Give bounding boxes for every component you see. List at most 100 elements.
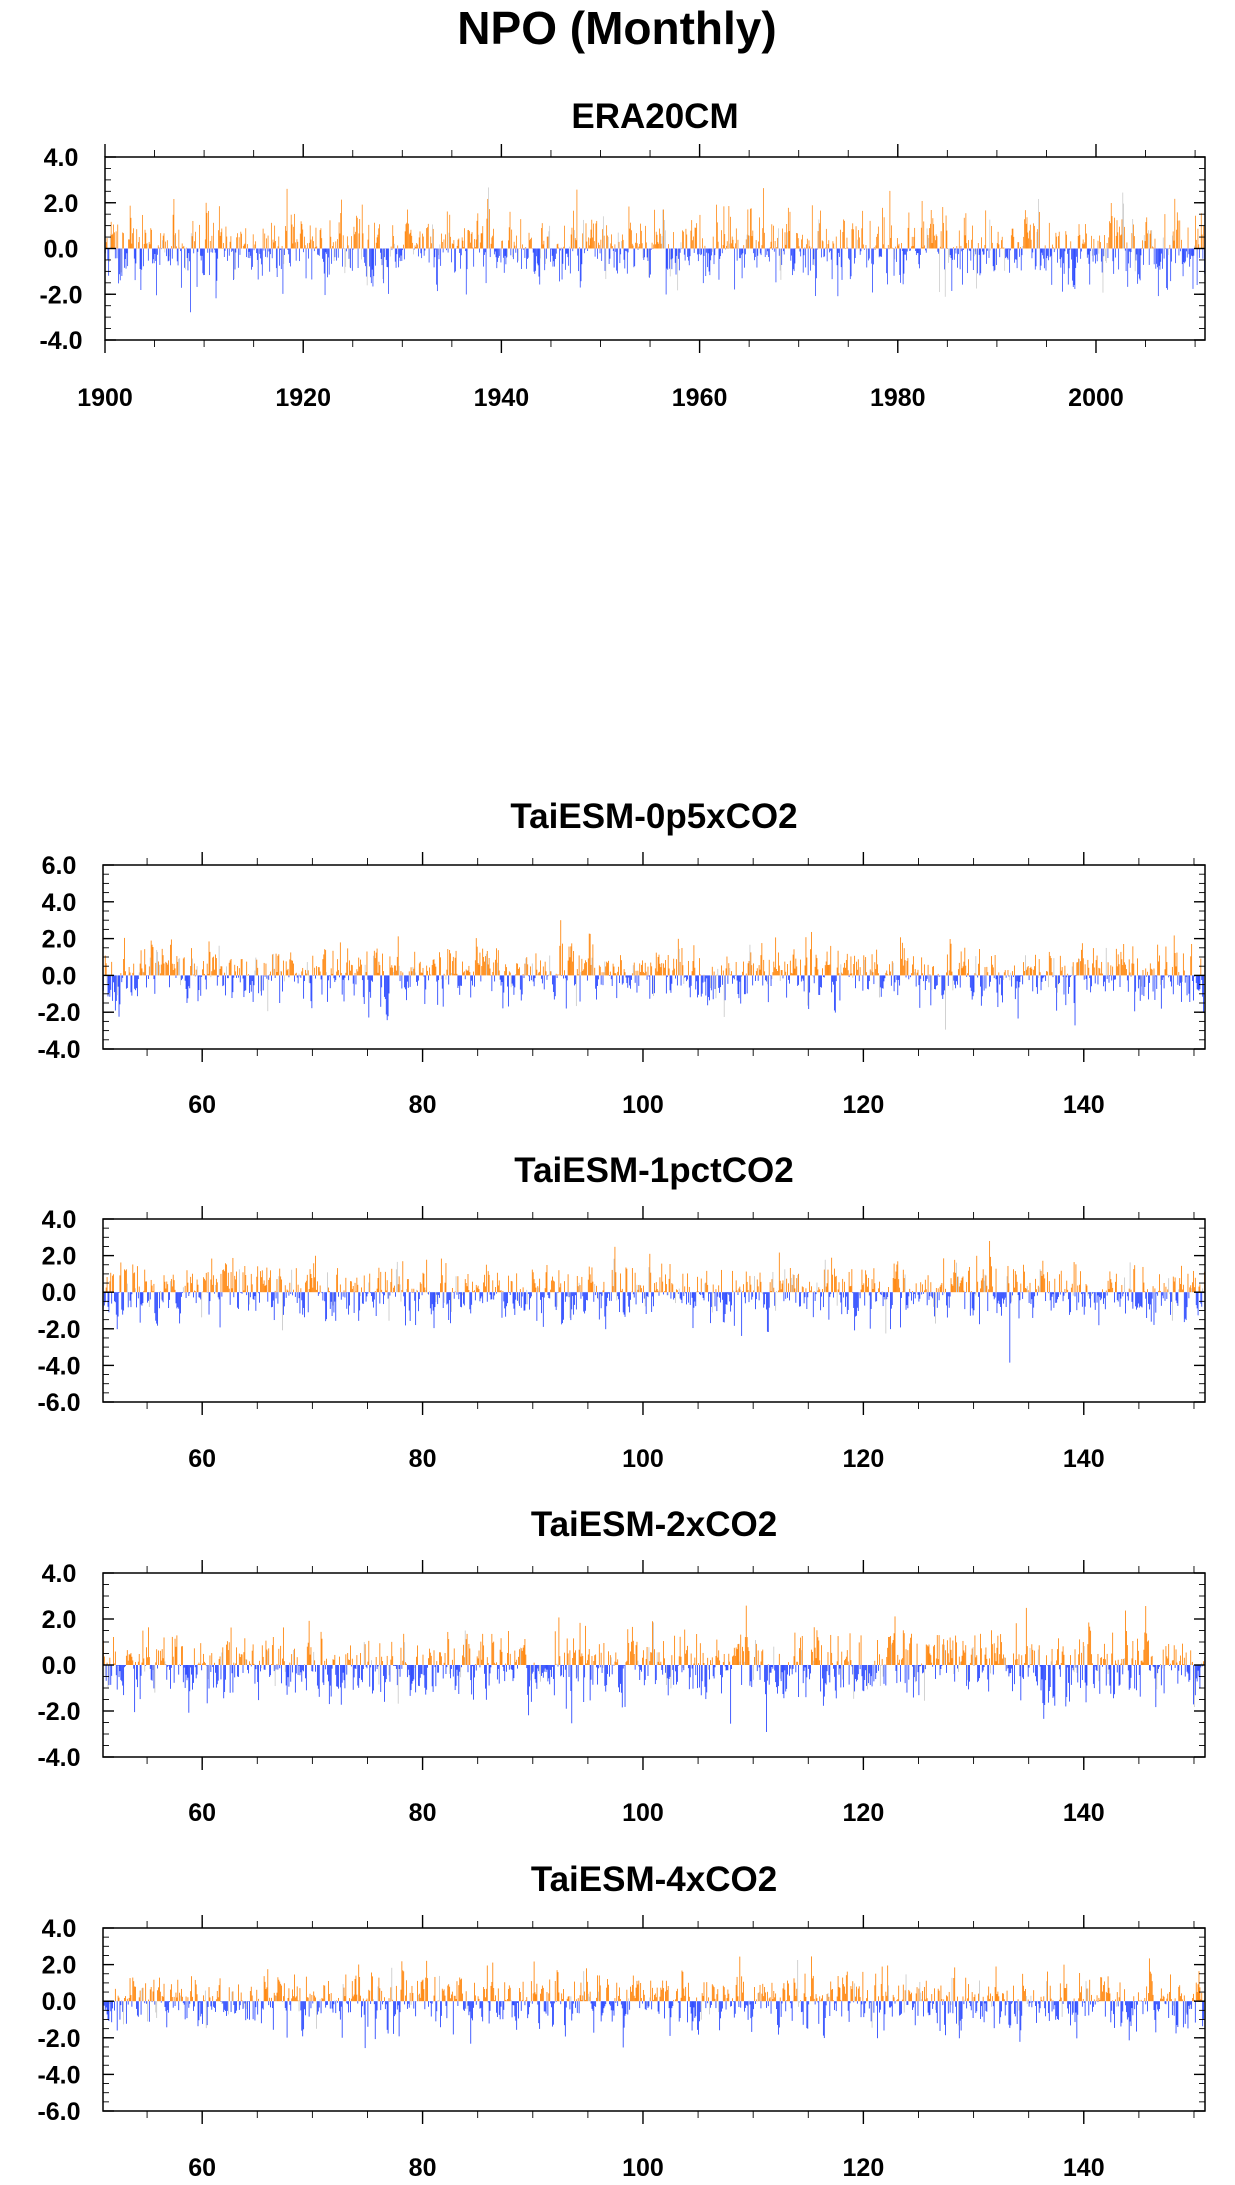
bar <box>750 1665 752 1682</box>
bar <box>212 1665 214 1668</box>
bar <box>640 971 642 976</box>
bar <box>359 1292 361 1311</box>
bar <box>738 1643 740 1665</box>
bar <box>968 975 970 977</box>
bar <box>1073 1262 1075 1293</box>
bar <box>1088 967 1090 976</box>
bar <box>758 241 759 249</box>
bar <box>766 1665 768 1681</box>
bar <box>775 1665 777 1683</box>
bar <box>436 1292 438 1295</box>
bar <box>236 1647 237 1665</box>
bar <box>1201 975 1203 981</box>
bar <box>267 1292 269 1302</box>
bar <box>307 1642 309 1665</box>
bar <box>258 975 260 994</box>
bar <box>552 1280 554 1293</box>
bar <box>841 248 843 280</box>
bar <box>431 243 432 249</box>
bar <box>843 1292 845 1298</box>
bar <box>958 248 959 255</box>
bar <box>802 248 804 273</box>
bar <box>1014 975 1016 1000</box>
bar <box>1006 248 1008 259</box>
bar <box>114 1651 116 1665</box>
bar <box>1012 1292 1013 1296</box>
bar <box>1139 248 1141 281</box>
bar <box>239 975 241 983</box>
bar <box>1152 975 1154 992</box>
bar <box>563 246 565 249</box>
bar <box>172 1274 174 1293</box>
bar <box>778 248 780 256</box>
bar <box>676 1289 677 1293</box>
bar <box>764 1665 766 1682</box>
y-tick-label: -6.0 <box>37 1389 80 1417</box>
bar <box>824 1259 826 1293</box>
bar <box>902 1269 904 1293</box>
bar <box>396 248 398 255</box>
bar <box>452 1665 454 1677</box>
bar <box>104 1665 106 1677</box>
bar <box>465 248 466 252</box>
bar <box>556 975 558 979</box>
bar <box>114 1292 115 1302</box>
bar <box>831 1652 833 1665</box>
bar <box>747 209 749 249</box>
bar <box>1187 1273 1189 1293</box>
bar <box>174 1638 176 1665</box>
bar <box>795 958 797 976</box>
bar <box>294 213 295 249</box>
bar <box>1013 1269 1014 1293</box>
bar <box>1041 248 1043 253</box>
bar <box>1138 248 1140 279</box>
bar <box>332 1659 334 1665</box>
bar <box>548 231 550 249</box>
bar <box>460 975 462 986</box>
bar <box>137 1292 139 1299</box>
bar <box>948 248 949 263</box>
bar <box>943 975 945 995</box>
bar <box>361 248 362 260</box>
bar <box>773 248 775 252</box>
bar <box>131 1292 133 1295</box>
bar <box>773 1646 775 1665</box>
bar <box>497 248 499 262</box>
bar <box>915 248 916 251</box>
bar <box>612 248 614 251</box>
bar <box>374 1291 376 1293</box>
bar <box>183 1665 185 1668</box>
bar <box>418 237 420 249</box>
bar <box>963 961 965 976</box>
bar <box>264 1285 266 1293</box>
bar <box>896 1264 898 1293</box>
bar <box>728 1292 730 1295</box>
bar <box>1130 975 1132 977</box>
bar <box>257 248 259 280</box>
bar <box>583 1292 585 1312</box>
bar <box>872 248 873 293</box>
bar <box>395 965 396 976</box>
bar <box>585 223 587 249</box>
bar <box>387 975 389 1017</box>
bar <box>721 1269 722 1293</box>
bar <box>508 1665 510 1670</box>
bar <box>266 1267 268 1293</box>
bar <box>631 1268 633 1293</box>
bar <box>697 975 698 998</box>
bar <box>476 220 478 249</box>
bar <box>451 1287 453 1293</box>
bar <box>519 967 520 976</box>
bar <box>241 1292 243 1294</box>
bar <box>440 957 441 976</box>
bar <box>193 1648 195 1665</box>
bar <box>829 248 830 253</box>
bar <box>313 248 315 252</box>
bar <box>1076 248 1077 257</box>
bar <box>1167 248 1168 290</box>
bar <box>1057 1292 1058 1300</box>
bar <box>599 1292 601 1295</box>
bar <box>878 1281 880 1293</box>
bar <box>934 1644 935 1665</box>
bar <box>157 1292 159 1326</box>
